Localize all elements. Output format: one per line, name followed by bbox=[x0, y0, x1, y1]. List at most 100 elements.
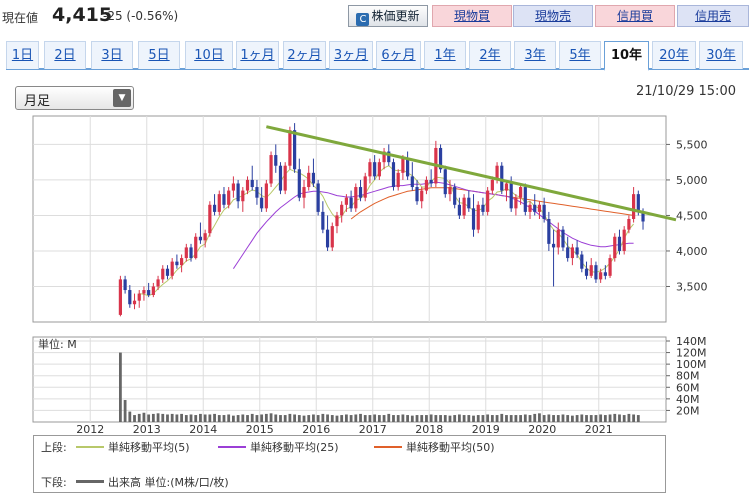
candle-body bbox=[377, 162, 381, 177]
tab-2y[interactable]: 2年 bbox=[469, 41, 511, 69]
volume-bar bbox=[279, 415, 282, 422]
tab-30y[interactable]: 30年 bbox=[699, 41, 743, 69]
tab-3m[interactable]: 3ヶ月 bbox=[329, 41, 373, 69]
candle-body bbox=[547, 219, 551, 244]
volume-bar bbox=[274, 414, 278, 422]
candle bbox=[448, 179, 452, 202]
volume-bar bbox=[208, 414, 212, 422]
candle-body bbox=[311, 172, 316, 184]
candle-body bbox=[189, 247, 193, 259]
candle-body bbox=[231, 183, 235, 191]
volume-bar bbox=[147, 414, 151, 422]
tab-1m[interactable]: 1ヶ月 bbox=[236, 41, 279, 69]
legend-ma50-label: 単純移動平均(50) bbox=[406, 441, 495, 454]
volume-bar bbox=[618, 414, 621, 422]
candle-body bbox=[330, 226, 334, 248]
volume-bar bbox=[307, 415, 311, 422]
candle-body bbox=[613, 236, 617, 259]
volume-bar bbox=[481, 415, 485, 422]
candle bbox=[241, 187, 245, 212]
volume-bar bbox=[589, 415, 593, 422]
candle-body bbox=[156, 279, 160, 287]
candle-body bbox=[617, 236, 622, 251]
candle bbox=[363, 172, 367, 202]
volume-bar bbox=[128, 411, 132, 422]
volume-bar bbox=[170, 413, 174, 422]
candle bbox=[245, 176, 250, 195]
candle-body bbox=[118, 279, 122, 315]
tab-3y[interactable]: 3年 bbox=[514, 41, 556, 69]
tab-5d[interactable]: 5日 bbox=[138, 41, 180, 69]
candle bbox=[208, 201, 212, 237]
volume-bar bbox=[556, 415, 560, 422]
candle bbox=[316, 179, 320, 216]
volume-bar bbox=[514, 415, 518, 422]
candle-body bbox=[391, 162, 396, 188]
margin-sell-button[interactable]: 信用売 bbox=[677, 5, 749, 27]
volume-bar bbox=[246, 415, 249, 422]
candle-body bbox=[278, 165, 283, 191]
candle bbox=[344, 194, 348, 212]
tab-6m[interactable]: 6ヶ月 bbox=[376, 41, 421, 69]
tab-2m[interactable]: 2ヶ月 bbox=[283, 41, 326, 69]
year-label: 2015 bbox=[246, 423, 274, 436]
candle bbox=[340, 201, 344, 223]
candle-body bbox=[556, 229, 560, 248]
candle-body bbox=[241, 190, 245, 202]
refresh-price-label: 株価更新 bbox=[371, 9, 420, 23]
tab-1y[interactable]: 1年 bbox=[424, 41, 466, 69]
volume-tick-label: 100M bbox=[676, 358, 707, 371]
volume-bar bbox=[566, 415, 570, 422]
year-label: 2017 bbox=[359, 423, 387, 436]
candle bbox=[137, 290, 141, 308]
candle-body bbox=[194, 236, 198, 259]
candle-body bbox=[335, 215, 339, 227]
candle-body bbox=[236, 183, 240, 202]
candle-body bbox=[260, 197, 264, 209]
volume-bar bbox=[250, 413, 254, 422]
candle bbox=[424, 176, 429, 195]
candle bbox=[382, 147, 386, 170]
candle-body bbox=[589, 265, 593, 276]
refresh-price-button[interactable]: C 株価更新 bbox=[348, 5, 428, 27]
candle-body bbox=[184, 247, 188, 259]
price-change: -25 (-0.56%) bbox=[103, 9, 179, 23]
volume-bar bbox=[349, 415, 353, 422]
tab-10y[interactable]: 10年 bbox=[604, 41, 649, 71]
candle-body bbox=[462, 197, 466, 216]
candle bbox=[118, 275, 122, 317]
tab-3d[interactable]: 3日 bbox=[91, 41, 133, 69]
spot-buy-button[interactable]: 現物買 bbox=[432, 5, 512, 27]
volume-bar bbox=[406, 415, 410, 422]
volume-bar bbox=[297, 415, 301, 422]
year-label: 2013 bbox=[133, 423, 161, 436]
candle-body bbox=[354, 187, 358, 209]
price-tick-label: 5,500 bbox=[676, 138, 708, 151]
tab-5y[interactable]: 5年 bbox=[559, 41, 601, 69]
volume-bar bbox=[302, 415, 306, 422]
candle-body bbox=[180, 258, 184, 266]
tab-2d[interactable]: 2日 bbox=[44, 41, 86, 69]
timeframe-select[interactable]: 月足 ▼ bbox=[15, 86, 134, 110]
candle bbox=[349, 190, 353, 212]
candle-body bbox=[561, 229, 565, 248]
candle-body bbox=[297, 169, 301, 198]
candle-body bbox=[283, 165, 287, 191]
tab-10d[interactable]: 10日 bbox=[185, 41, 233, 69]
candle-body bbox=[373, 162, 377, 177]
legend-ma25-label: 単純移動平均(25) bbox=[250, 441, 339, 454]
volume-bar bbox=[203, 414, 207, 422]
volume-bar bbox=[561, 414, 565, 422]
margin-buy-button[interactable]: 信用買 bbox=[595, 5, 675, 27]
spot-sell-button[interactable]: 現物売 bbox=[513, 5, 593, 27]
candle bbox=[123, 275, 127, 294]
volume-bar bbox=[217, 415, 221, 422]
legend-volume: 出来高 単位:(M株/口/枚) bbox=[76, 474, 229, 490]
tab-1d[interactable]: 1日 bbox=[6, 41, 39, 69]
candle bbox=[457, 197, 461, 219]
candle-body bbox=[495, 165, 499, 180]
candle bbox=[533, 194, 537, 216]
candle bbox=[151, 282, 155, 298]
candle bbox=[589, 258, 593, 278]
tab-20y[interactable]: 20年 bbox=[652, 41, 696, 69]
